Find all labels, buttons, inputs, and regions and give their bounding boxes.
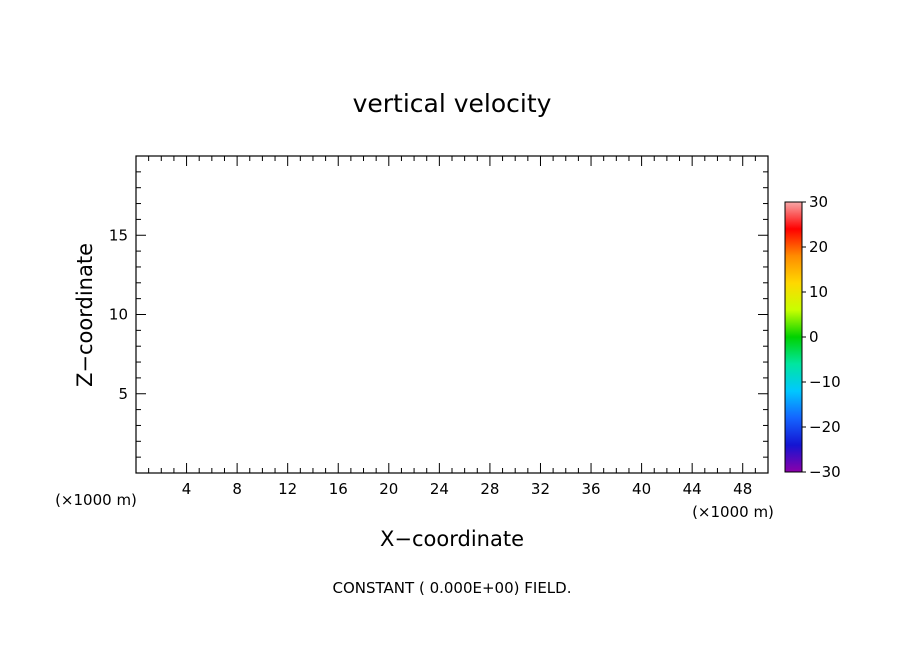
z-unit-label: (×1000 m) <box>55 491 137 509</box>
axis-ticks <box>136 156 768 473</box>
y-tick-label-5: 5 <box>118 385 128 403</box>
colorbar-label-20: 20 <box>809 238 828 256</box>
colorbar-label-minus30: −30 <box>809 463 841 481</box>
chart-title: vertical velocity <box>353 89 552 118</box>
x-tick-label-20: 20 <box>379 480 398 498</box>
colorbar <box>784 201 803 473</box>
colorbar-label-10: 10 <box>809 283 828 301</box>
colorbar-label-0: 0 <box>809 328 819 346</box>
x-axis-title: X−coordinate <box>380 527 524 551</box>
x-tick-label-8: 8 <box>232 480 242 498</box>
colorbar-label-minus10: −10 <box>809 373 841 391</box>
x-tick-label-40: 40 <box>632 480 651 498</box>
x-tick-label-28: 28 <box>480 480 499 498</box>
y-axis-title: Z−coordinate <box>73 243 97 387</box>
x-tick-label-48: 48 <box>733 480 752 498</box>
x-tick-label-32: 32 <box>531 480 550 498</box>
x-tick-label-12: 12 <box>278 480 297 498</box>
y-tick-label-15: 15 <box>109 226 128 244</box>
colorbar-labels: 30 20 10 0 −10 −20 −30 <box>809 193 841 481</box>
x-tick-label-24: 24 <box>430 480 449 498</box>
colorbar-label-minus20: −20 <box>809 418 841 436</box>
y-tick-label-10: 10 <box>109 306 128 324</box>
x-tick-label-36: 36 <box>581 480 600 498</box>
colorbar-label-30: 30 <box>809 193 828 211</box>
x-unit-label: (×1000 m) <box>692 503 774 521</box>
plot-frame <box>135 155 769 474</box>
y-tick-labels: 5 10 15 <box>109 226 128 403</box>
constant-field-note: CONSTANT ( 0.000E+00) FIELD. <box>333 579 572 597</box>
x-tick-label-16: 16 <box>329 480 348 498</box>
x-tick-labels: 4 8 12 16 20 24 28 32 36 40 44 48 <box>182 480 752 498</box>
x-tick-label-4: 4 <box>182 480 192 498</box>
x-tick-label-44: 44 <box>683 480 702 498</box>
colorbar-ticks <box>802 201 806 473</box>
